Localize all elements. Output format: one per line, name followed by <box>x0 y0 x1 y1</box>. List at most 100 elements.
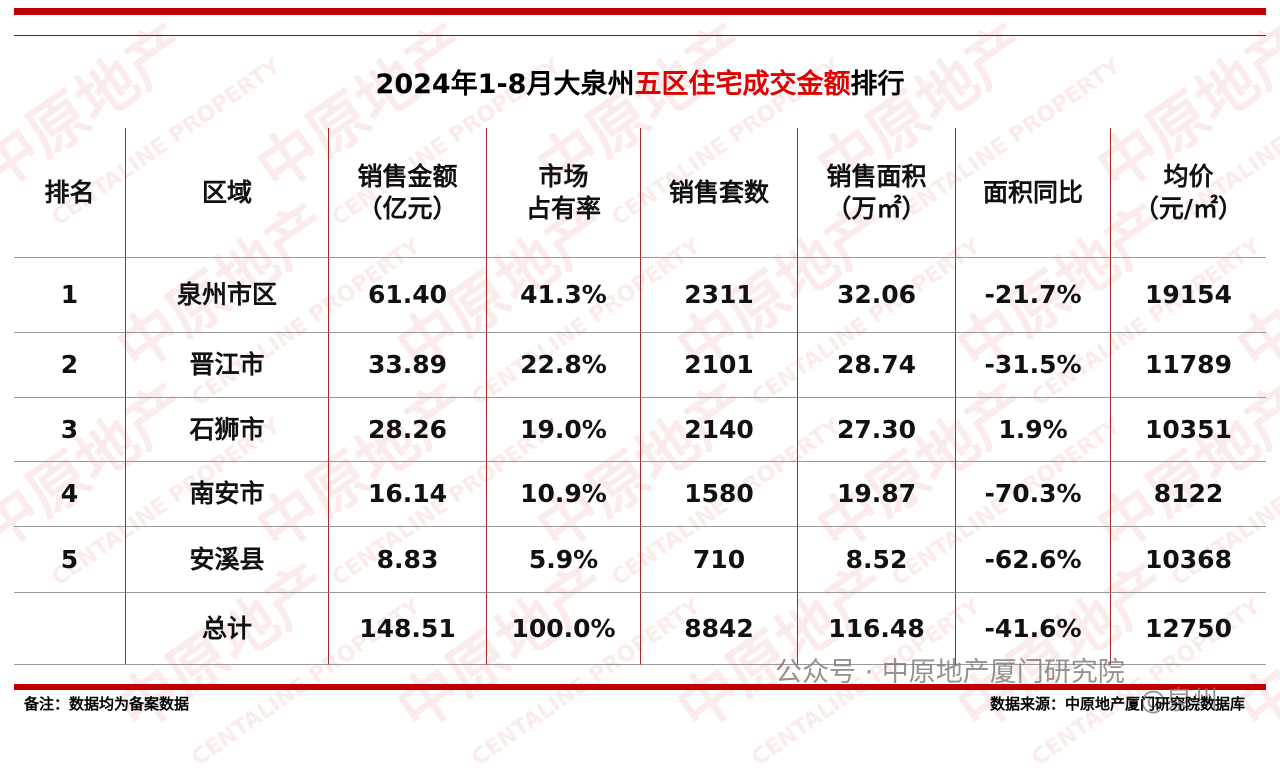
cell-text: 28.26 <box>367 414 448 444</box>
cell-text: 2101 <box>684 350 754 380</box>
table-cell: 5 <box>14 527 125 593</box>
table-cell: 8.83 <box>328 527 486 593</box>
cell-text: 石狮市 <box>189 414 265 444</box>
cell-text: 泉州市区 <box>176 280 277 310</box>
table-cell: -31.5% <box>955 333 1110 398</box>
header-line: 销售套数 <box>668 177 769 207</box>
cell-text: 41.3% <box>520 280 607 310</box>
cell-text: 32.06 <box>836 280 917 310</box>
cell-text: 27.30 <box>836 414 917 444</box>
cell-text: 116.48 <box>828 613 925 643</box>
header-line: 均价 <box>1163 162 1214 192</box>
header-line: （亿元） <box>357 193 458 223</box>
table-cell: 1580 <box>640 462 797 527</box>
footer-source: 数据来源：中原地产厦门研究院数据库 <box>990 695 1246 713</box>
table-cell: 8.52 <box>797 527 955 593</box>
cell-text: 61.40 <box>367 280 448 310</box>
table-cell: 28.26 <box>328 398 486 462</box>
table-cell: 16.14 <box>328 462 486 527</box>
header-cell: 均价 （元/㎡） <box>1110 128 1266 258</box>
cell-text: 100.0% <box>511 613 616 643</box>
cell-text: -31.5% <box>984 350 1082 380</box>
table-cell: 100.0% <box>486 593 640 665</box>
cell-text: 22.8% <box>520 350 607 380</box>
cell-text: 28.74 <box>836 350 917 380</box>
table-cell: 22.8% <box>486 333 640 398</box>
table-cell: 19.0% <box>486 398 640 462</box>
table-cell: 33.89 <box>328 333 486 398</box>
page: 中原地产 CENTALINE PROPERTY 中原地产 CENTALINE PROP… <box>0 8 1280 771</box>
cell-text: 19.0% <box>520 414 607 444</box>
table-cell: 116.48 <box>797 593 955 665</box>
header-cell: 面积同比 <box>955 128 1110 258</box>
cell-text: 2311 <box>684 280 754 310</box>
table-cell: 4 <box>14 462 125 527</box>
header-cell: 排名 <box>14 128 125 258</box>
table-cell: 南安市 <box>125 462 328 527</box>
table-cell: 10351 <box>1110 398 1266 462</box>
header-cell: 销售套数 <box>640 128 797 258</box>
header-cell: 销售面积 （万㎡） <box>797 128 955 258</box>
table-cell: 安溪县 <box>125 527 328 593</box>
header-cell: 销售金额 （亿元） <box>328 128 486 258</box>
cell-text: 晋江市 <box>189 350 265 380</box>
cell-text: 33.89 <box>367 350 448 380</box>
cell-text: 12750 <box>1145 613 1232 643</box>
top-line <box>14 35 1266 36</box>
cell-text: 19154 <box>1145 280 1232 310</box>
cell-text: 安溪县 <box>189 544 265 574</box>
cell-text: 8122 <box>1153 479 1224 509</box>
cell-text: 3 <box>60 414 79 444</box>
cell-text: 10351 <box>1145 414 1232 444</box>
table-cell: 泉州市区 <box>125 258 328 333</box>
cell-text: -41.6% <box>984 613 1082 643</box>
title-part: 2024年1-8月大泉州 <box>375 69 635 100</box>
table-cell: 2311 <box>640 258 797 333</box>
cell-text: 5.9% <box>528 544 599 574</box>
cell-text: 总计 <box>201 613 252 643</box>
header-line: 市场 <box>538 162 589 192</box>
cell-text: 8.52 <box>845 544 908 574</box>
cell-text: 710 <box>692 544 746 574</box>
bottom-bar <box>14 684 1266 690</box>
cell-text: 10.9% <box>520 479 607 509</box>
table-cell: 总计 <box>125 593 328 665</box>
header-line: 销售面积 <box>826 162 927 192</box>
handle-overlay: @泉州 <box>1140 686 1219 716</box>
table-cell: 11789 <box>1110 333 1266 398</box>
table-cell: 10368 <box>1110 527 1266 593</box>
cell-text: -70.3% <box>984 479 1082 509</box>
cell-text: 8.83 <box>376 544 439 574</box>
table-cell: -70.3% <box>955 462 1110 527</box>
table-cell: 41.3% <box>486 258 640 333</box>
table-cell: 10.9% <box>486 462 640 527</box>
header-line: 区域 <box>201 177 252 207</box>
cell-text: 1580 <box>684 479 754 509</box>
table-cell: 19154 <box>1110 258 1266 333</box>
cell-text: 10368 <box>1145 544 1232 574</box>
table-cell: -41.6% <box>955 593 1110 665</box>
table-cell: 61.40 <box>328 258 486 333</box>
table-cell: -62.6% <box>955 527 1110 593</box>
table-cell: 28.74 <box>797 333 955 398</box>
cell-text: 16.14 <box>367 479 448 509</box>
table-cell: 12750 <box>1110 593 1266 665</box>
title-part: 五区住宅成交金额 <box>634 69 851 100</box>
header-line: 占有率 <box>525 193 601 223</box>
table-cell: 27.30 <box>797 398 955 462</box>
title-part: 排行 <box>850 69 905 100</box>
cell-text: 2 <box>60 350 79 380</box>
table-cell: 8122 <box>1110 462 1266 527</box>
cell-text: 1 <box>60 280 79 310</box>
cell-text: -21.7% <box>984 280 1082 310</box>
cell-text: 南安市 <box>189 479 265 509</box>
cell-text: 2140 <box>684 414 754 444</box>
table-cell: 8842 <box>640 593 797 665</box>
table-cell: 32.06 <box>797 258 955 333</box>
wechat-overlay: 公众号 · 中原地产厦门研究院 <box>775 657 1125 688</box>
table-cell: 1 <box>14 258 125 333</box>
header-line: 面积同比 <box>982 177 1083 207</box>
header-cell: 区域 <box>125 128 328 258</box>
table-cell: 710 <box>640 527 797 593</box>
table-cell: 2 <box>14 333 125 398</box>
